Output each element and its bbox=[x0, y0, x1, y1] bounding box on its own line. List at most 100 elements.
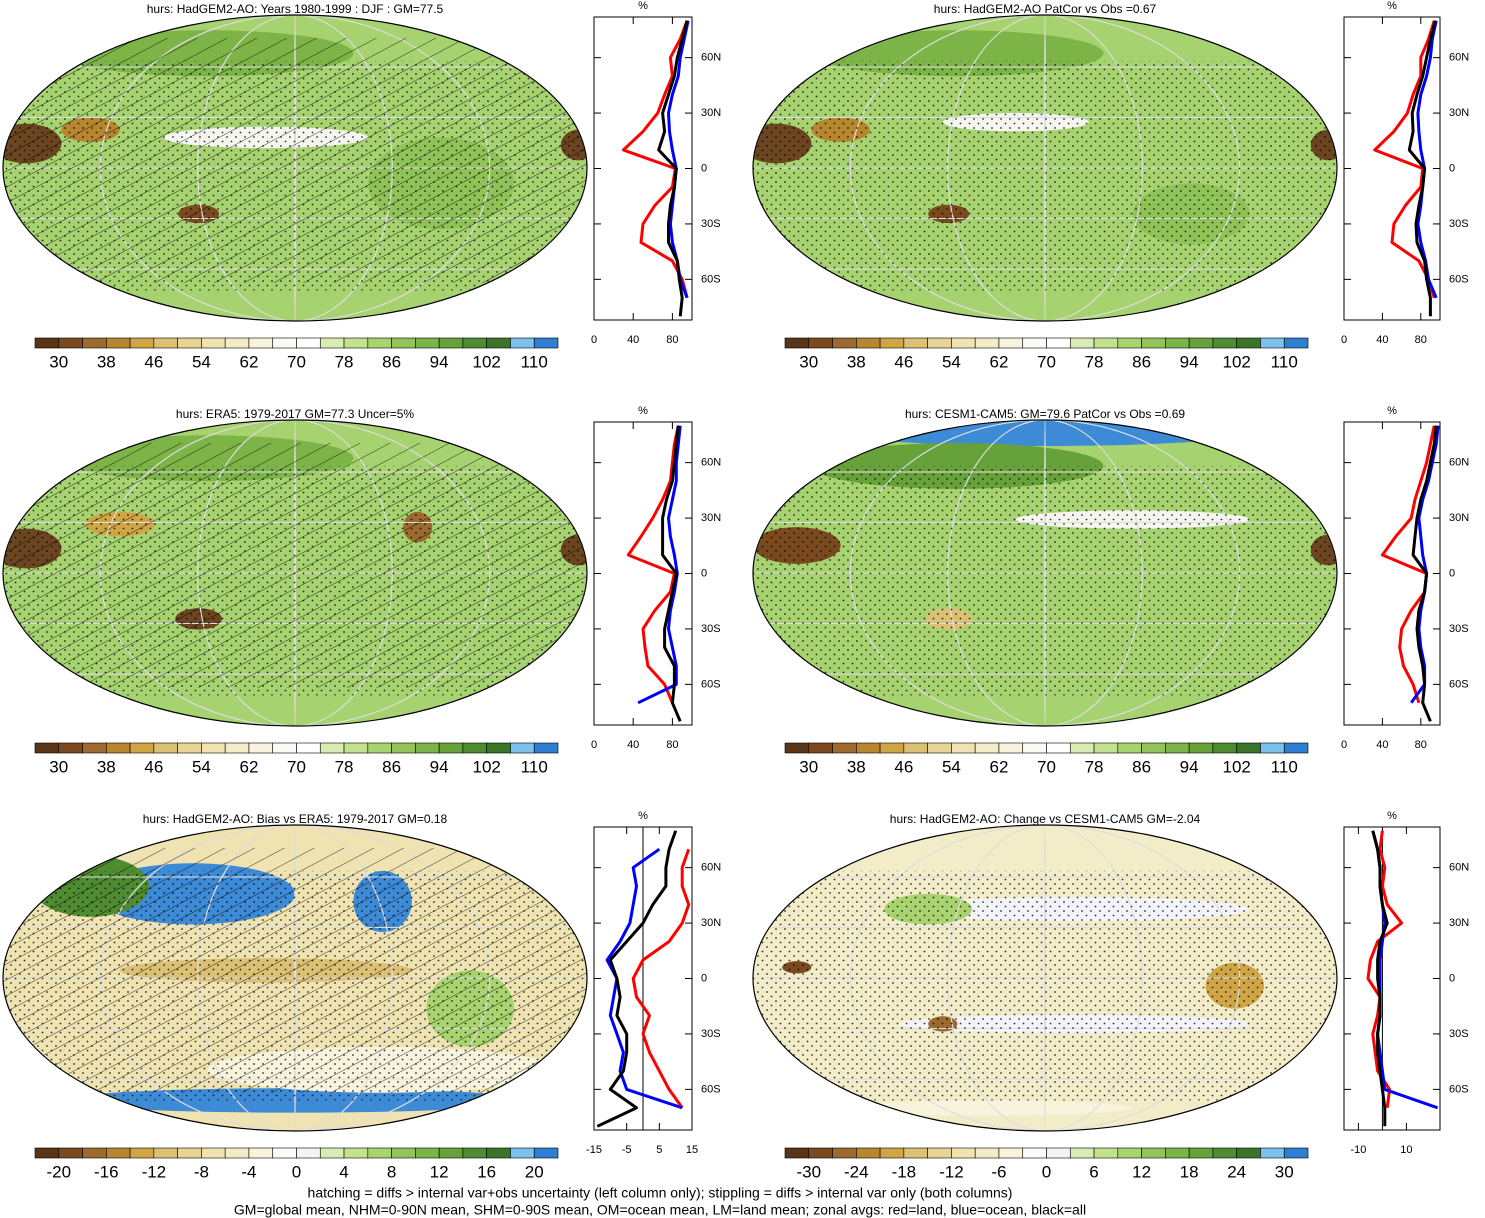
colorbar-label: 86 bbox=[1132, 352, 1151, 371]
x-tick-label: 80 bbox=[666, 334, 678, 346]
colorbar-box bbox=[367, 337, 392, 349]
colorbar-box bbox=[201, 1147, 226, 1159]
colorbar-box bbox=[856, 337, 881, 349]
colorbar-label: -12 bbox=[142, 1162, 167, 1181]
x-tick-label: -15 bbox=[586, 1144, 602, 1156]
colorbar-box bbox=[415, 337, 440, 349]
colorbar-box bbox=[153, 337, 178, 349]
map-border bbox=[752, 14, 1338, 322]
profile-frame bbox=[1343, 826, 1441, 1131]
y-tick-label: 60S bbox=[701, 273, 721, 285]
colorbar-box bbox=[927, 1147, 952, 1159]
x-tick-label: 0 bbox=[591, 334, 597, 346]
map bbox=[3, 15, 587, 321]
y-tick-label: 0 bbox=[701, 972, 707, 984]
colorbar-label: 94 bbox=[1180, 757, 1199, 776]
colorbar-label: 38 bbox=[847, 757, 866, 776]
y-tick-label: 60S bbox=[1449, 1083, 1469, 1095]
colorbar-box bbox=[784, 1147, 810, 1159]
colorbar-box bbox=[1188, 742, 1214, 754]
y-tick-label: 60N bbox=[701, 52, 721, 64]
colorbar-box bbox=[391, 1147, 416, 1159]
colorbar-box bbox=[272, 742, 297, 754]
colorbar-label: 110 bbox=[521, 757, 548, 776]
colorbar-box bbox=[1236, 742, 1261, 754]
colorbar-box bbox=[1117, 1147, 1142, 1159]
colorbar-box bbox=[58, 742, 83, 754]
y-tick-label: 30S bbox=[1449, 218, 1469, 230]
y-tick-label: 60S bbox=[1449, 273, 1469, 285]
colorbar-label: 12 bbox=[430, 1162, 449, 1181]
colorbar-box bbox=[927, 742, 952, 754]
footnote: GM=global mean, NHM=0-90N mean, SHM=0-90… bbox=[234, 1202, 1086, 1218]
colorbar-label: 38 bbox=[847, 352, 866, 371]
y-tick-label: 0 bbox=[1449, 162, 1455, 174]
colorbar-box bbox=[177, 742, 202, 754]
colorbar-label: 0 bbox=[1042, 1162, 1051, 1181]
colorbar-box bbox=[1093, 742, 1119, 754]
x-tick-label: 80 bbox=[666, 739, 678, 751]
colorbar-box bbox=[1260, 1147, 1285, 1159]
colorbar-box bbox=[272, 1147, 297, 1159]
colorbar-box bbox=[391, 742, 416, 754]
panel: hurs: ERA5: 1979-2017 GM=77.3 Uncer=5% 30… bbox=[2, 405, 721, 776]
zonal-line bbox=[637, 425, 682, 705]
colorbar-box bbox=[1069, 337, 1095, 349]
colorbar-box bbox=[1022, 1147, 1047, 1159]
colorbar-box bbox=[82, 1147, 107, 1159]
map-title: hurs: HadGEM2-AO: Years 1980-1999 : DJF … bbox=[147, 2, 444, 16]
colorbar-box bbox=[879, 337, 905, 349]
map-title: hurs: HadGEM2-AO PatCor vs Obs =0.67 bbox=[934, 2, 1157, 16]
colorbar-label: 30 bbox=[49, 352, 68, 371]
x-tick-label: 40 bbox=[1376, 739, 1388, 751]
colorbar-box bbox=[343, 337, 369, 349]
map-border bbox=[2, 419, 588, 727]
colorbar-box bbox=[153, 1147, 178, 1159]
colorbar-box bbox=[856, 1147, 881, 1159]
colorbar-box bbox=[832, 337, 857, 349]
colorbar-box bbox=[1212, 337, 1237, 349]
y-tick-label: 60S bbox=[701, 678, 721, 690]
colorbar-box bbox=[1260, 337, 1285, 349]
x-tick-label: 0 bbox=[591, 739, 597, 751]
map-border bbox=[2, 824, 588, 1132]
colorbar-box bbox=[438, 742, 464, 754]
colorbar-label: 62 bbox=[989, 757, 1008, 776]
colorbar-box bbox=[106, 337, 131, 349]
colorbar-box bbox=[784, 337, 810, 349]
colorbar-label: 30 bbox=[799, 352, 818, 371]
x-tick-label: 80 bbox=[1415, 739, 1427, 751]
zonal-line bbox=[1416, 20, 1438, 299]
colorbar-box bbox=[438, 337, 464, 349]
colorbar-label: 86 bbox=[382, 757, 401, 776]
colorbar-box bbox=[1283, 1147, 1309, 1159]
colorbar-box bbox=[974, 742, 1000, 754]
y-tick-label: 60N bbox=[1449, 457, 1469, 469]
colorbar-box bbox=[34, 1147, 60, 1159]
x-tick-label: 40 bbox=[627, 334, 639, 346]
stippling bbox=[3, 60, 587, 291]
colorbar-box bbox=[1212, 1147, 1237, 1159]
colorbar-box bbox=[974, 337, 1000, 349]
colorbar-box bbox=[1141, 337, 1166, 349]
y-tick-label: 0 bbox=[1449, 972, 1455, 984]
colorbar-label: 46 bbox=[144, 757, 163, 776]
colorbar-box bbox=[486, 742, 511, 754]
panel: hurs: HadGEM2-AO: Years 1980-1999 : DJF … bbox=[2, 0, 721, 371]
colorbar-label: 0 bbox=[292, 1162, 301, 1181]
colorbar-box bbox=[367, 1147, 392, 1159]
colorbar-box bbox=[106, 1147, 131, 1159]
colorbar-label: 94 bbox=[430, 352, 449, 371]
colorbar-box bbox=[974, 1147, 1000, 1159]
colorbar-box bbox=[533, 1147, 559, 1159]
colorbar-box bbox=[462, 742, 487, 754]
colorbar-label: -4 bbox=[241, 1162, 256, 1181]
x-tick-label: -5 bbox=[622, 1144, 632, 1156]
colorbar-box bbox=[224, 1147, 250, 1159]
y-tick-label: 60N bbox=[701, 457, 721, 469]
colorbar-label: 54 bbox=[192, 352, 211, 371]
zonal-line bbox=[1407, 20, 1437, 317]
colorbar-box bbox=[951, 742, 976, 754]
colorbar-box bbox=[1069, 1147, 1095, 1159]
colorbar-box bbox=[391, 337, 416, 349]
